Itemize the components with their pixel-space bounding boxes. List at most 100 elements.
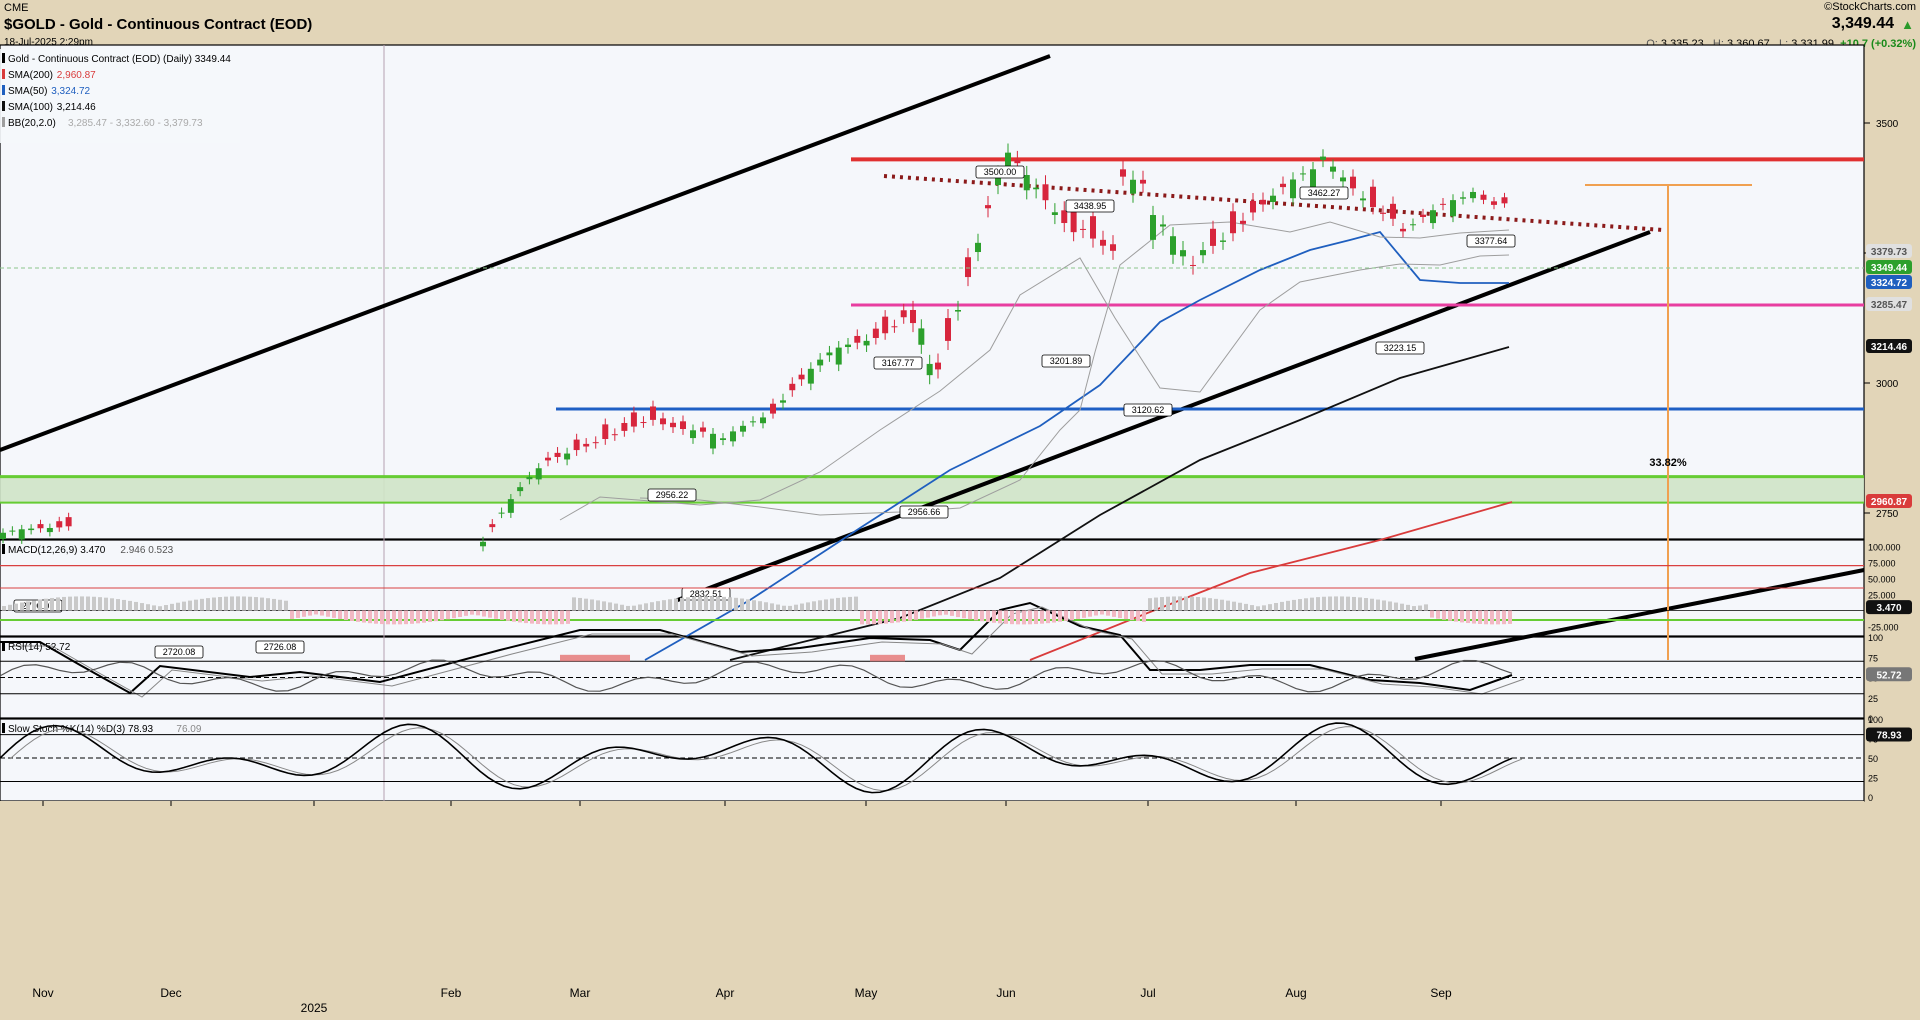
macd-hist-bar [614,603,618,611]
candle-body [602,424,609,440]
candle-body [1480,194,1487,200]
macd-hist-bar [86,596,90,611]
candle-body [670,422,676,428]
candle-body [935,362,941,370]
candle-body [1200,250,1206,256]
macd-hist-bar [590,599,594,611]
macd-hist-bar [722,596,726,611]
candle-body [1310,169,1316,188]
macd-hist-bar [902,610,906,622]
stoch-k-line [0,722,1513,794]
candle-body [1023,175,1030,191]
macd-hist-bar [218,597,222,611]
macd-hist-bar [278,599,282,611]
high-label: H: [1712,38,1724,50]
macd-hist-bar [134,601,138,611]
macd-hist-bar [236,596,240,611]
legend-value-1: 3,324.72 [51,86,90,97]
rsi-tick-75: 75 [1868,653,1878,663]
macd-title: MACD(12,26,9) 3.470 [8,545,106,556]
macd-hist-bar [1484,610,1488,625]
macd-hist-bar [1202,597,1206,611]
macd-hist-bar [884,610,888,624]
descending-resistance-line [883,174,1664,232]
macd-hist-bar [1238,602,1242,611]
macd-hist-bar [464,610,468,616]
candle-body [592,442,599,444]
macd-hist-bar [1490,610,1494,625]
candle-body [1330,166,1336,172]
macd-hist-bar [26,601,30,611]
macd-hist-bar [812,601,816,611]
macd-hist-bar [140,603,144,611]
macd-hist-bar [728,597,732,611]
macd-hist-bar [692,596,696,611]
macd-hist-bar [164,605,168,611]
candle-body [826,352,833,356]
legend-title: Gold - Continuous Contract (EOD) (Daily)… [8,54,231,65]
macd-hist-bar [1034,610,1038,625]
candle-body [18,529,25,540]
macd-hist-bar [1274,602,1278,611]
rsi-overbought-fill-0 [560,654,630,662]
candle-body [918,328,925,345]
macd-hist-bar [344,610,348,621]
candle-body [955,309,961,312]
macd-hist-bar [596,600,600,611]
candle-body [1220,240,1226,242]
macd-hist-bar [920,610,924,619]
candle-body [780,400,786,403]
rsi-overbought-fill-1 [870,654,905,662]
macd-hist-bar [578,597,582,611]
macd-hist-bar [668,599,672,611]
candle-body [760,417,766,424]
candle-body [1390,203,1396,219]
candle-body [900,310,907,318]
macd-hist-bar [1352,596,1356,611]
macd-hist-bar [1310,597,1314,611]
macd-hist-bar [968,610,972,620]
macd-hist-bar [1244,603,1248,611]
legend-name-1: SMA(50) [8,86,47,97]
macd-hist-bar [122,599,126,611]
rsi-title: RSI(14) 52.72 [8,642,71,653]
macd-hist-bar [536,610,540,625]
candle-body [700,427,706,432]
legend-swatch-0 [2,69,5,79]
macd-tick-100.000: 100.000 [1868,542,1901,552]
macd-signal-line [12,606,1525,698]
price-label-2832_51: 2832.51 [690,589,723,599]
macd-hist-bar [758,601,762,611]
macd-hist-bar [866,610,870,625]
axis-tag-3349.44: 3349.44 [1871,263,1908,274]
price-label-3223_15: 3223.15 [1384,343,1417,353]
rsi-line [0,659,1513,693]
macd-hist-bar [734,597,738,611]
macd-hist-bar [1214,598,1218,611]
macd-hist-bar [296,610,300,618]
macd-hist-bar [530,610,534,624]
macd-hist-bar [1340,596,1344,611]
price-label-2726_08-box [255,640,305,654]
candle-body [1420,214,1426,217]
candle-body [1240,220,1246,224]
bb-upper [559,254,1510,521]
axis-tag-bg-3285.47 [1866,297,1912,311]
price-label-2956_66-box [899,505,949,519]
price-label-2956_22-box [647,488,697,502]
macd-hist-bar [170,603,174,611]
macd-hist-bar [1130,610,1134,621]
legend-value-0: 2,960.87 [57,70,96,81]
brand-logo[interactable]: ©StockCharts.com [1824,1,1916,13]
rsi-tick-0: 0 [1868,714,1873,724]
macd-hist-bar [1418,605,1422,611]
macd-hist-bar [542,610,546,625]
macd-hist-bar [50,597,54,611]
candle-body [1014,159,1021,164]
macd-hist-bar [806,602,810,611]
macd-tag: 3.470 [1876,603,1901,614]
macd-hist-bar [674,598,678,611]
macd-hist-bar [836,597,840,611]
macd-hist-bar [650,602,654,611]
